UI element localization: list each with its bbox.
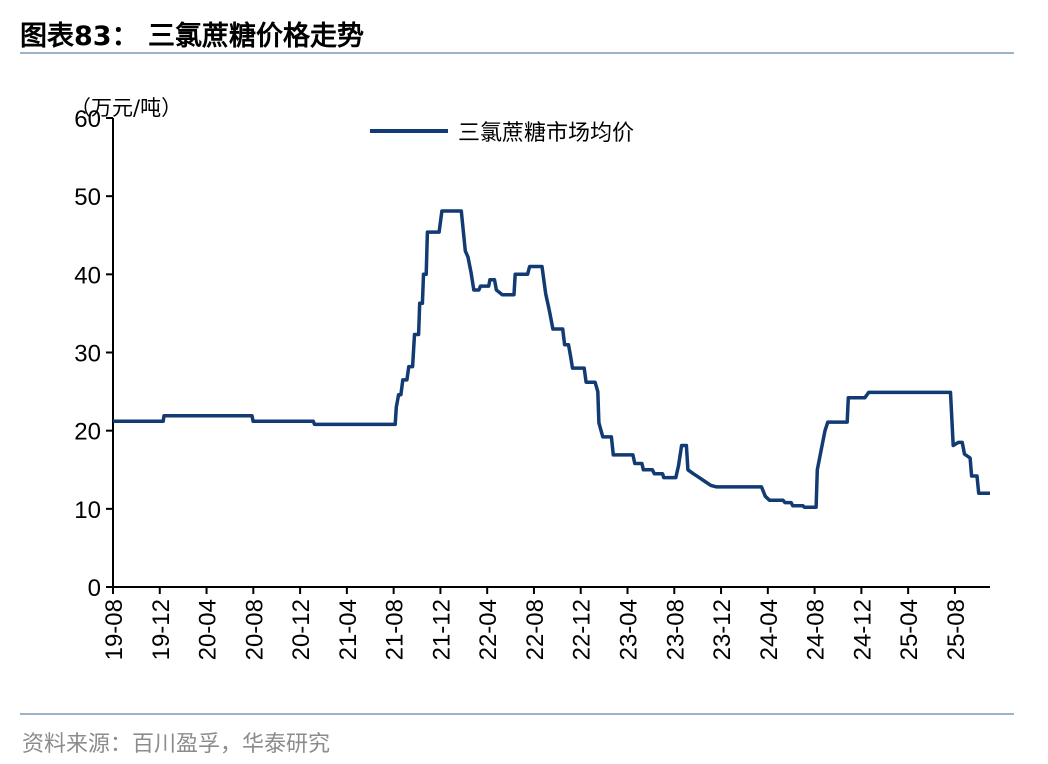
- x-tick-label: 23-04: [616, 599, 643, 660]
- y-tick-label: 50: [74, 184, 101, 211]
- source-divider: [20, 713, 1014, 715]
- x-tick-label: 25-08: [943, 599, 970, 660]
- x-tick-label: 19-12: [148, 599, 175, 660]
- x-axis: 19-08 19-12 20-04 20-08 20-12 21-04 21-08 21-12…: [101, 586, 990, 660]
- series-line: [113, 209, 990, 510]
- legend-label: 三氯蔗糖市场均价: [458, 121, 634, 146]
- x-tick-label: 22-12: [569, 599, 596, 660]
- x-tick-label: 20-12: [288, 599, 315, 660]
- x-tick-label: 24-12: [849, 599, 876, 660]
- y-tick-label: 40: [74, 262, 101, 289]
- x-tick-label: 23-08: [662, 599, 689, 660]
- title-divider: [20, 52, 1014, 54]
- y-tick-label: 20: [74, 419, 101, 446]
- x-tick-label: 21-04: [335, 599, 362, 660]
- x-tick-label: 22-04: [475, 599, 502, 660]
- y-axis: 0 10 20 30 40 50 60: [74, 106, 114, 602]
- x-tick-label: 21-12: [428, 599, 455, 660]
- x-tick-label: 21-08: [382, 599, 409, 660]
- x-tick-label: 19-08: [101, 599, 128, 660]
- x-tick-label: 24-04: [756, 599, 783, 660]
- x-tick-label: 25-04: [896, 599, 923, 660]
- x-tick-label: 20-08: [241, 599, 268, 660]
- y-tick-label: 0: [88, 575, 101, 602]
- x-tick-label: 23-12: [709, 599, 736, 660]
- x-tick-label: 20-04: [195, 599, 222, 660]
- x-tick-label: 24-08: [803, 599, 830, 660]
- price-line-chart: 0 10 20 30 40 50 60 19-08 19-12 20-04 20-08 20-12 2…: [70, 96, 990, 660]
- source-note: 资料来源：百川盈孚，华泰研究: [22, 732, 331, 757]
- legend: 三氯蔗糖市场均价: [370, 121, 634, 146]
- series-layer: [113, 209, 990, 510]
- figure-title: 图表83： 三氯蔗糖价格走势: [20, 21, 364, 52]
- y-unit-label: （万元/吨）: [70, 96, 182, 120]
- y-tick-label: 60: [74, 106, 101, 133]
- y-tick-label: 10: [74, 497, 101, 524]
- y-tick-label: 30: [74, 341, 101, 368]
- x-tick-label: 22-08: [522, 599, 549, 660]
